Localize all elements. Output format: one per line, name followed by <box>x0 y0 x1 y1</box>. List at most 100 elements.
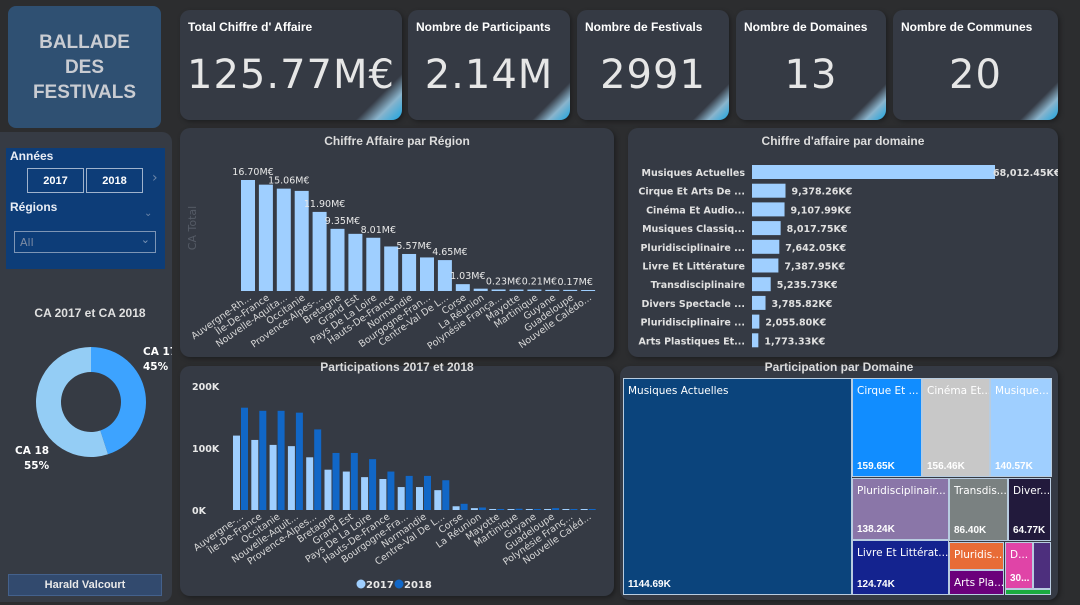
bar-2017 <box>507 509 515 510</box>
tile-label: Livre Et Littérat... <box>857 547 949 559</box>
bar-2018 <box>424 475 431 510</box>
data-label: 4.65M€ <box>432 247 467 258</box>
user-name-button[interactable]: Harald Valcourt <box>8 574 162 596</box>
bar <box>312 211 327 291</box>
bar <box>752 277 771 292</box>
data-label: 11.90M€ <box>304 199 345 210</box>
bar-2017 <box>489 509 497 510</box>
category-label: Transdisciplinaire <box>651 280 745 291</box>
treemap-tile[interactable]: Cinéma Et... 156.46K <box>922 378 990 477</box>
data-label: 8,017.75K€ <box>787 224 848 235</box>
treemap-tile[interactable]: D... 30... <box>1005 542 1033 589</box>
kpi-total-ca: Total Chiffre d' Affaire 125.77M€ <box>180 10 402 120</box>
bar-2018 <box>552 508 560 510</box>
bar <box>420 257 434 291</box>
data-label: 7,387.95K€ <box>784 262 845 273</box>
data-label: 1,773.33K€ <box>764 336 825 347</box>
category-label: Cirque Et Arts De ... <box>638 187 745 198</box>
bar <box>545 289 560 291</box>
bar-2017 <box>287 446 295 510</box>
treemap-tile[interactable]: Pluridis... <box>949 542 1004 570</box>
kpi-title: Nombre de Participants <box>416 20 551 34</box>
tile-value: 159.65K <box>857 461 895 472</box>
chart-title: Chiffre d'affaire par domaine <box>761 134 925 148</box>
bar-2017 <box>397 487 405 510</box>
treemap-tile[interactable]: Pluridisciplinair... 138.24K <box>852 478 949 540</box>
kpi-value: 2.14M <box>424 52 554 98</box>
bar-2018 <box>369 459 377 510</box>
slice-label: CA 18 <box>15 445 49 457</box>
bar-2018 <box>259 410 267 510</box>
year-2018-button[interactable]: 2018 <box>86 168 143 193</box>
treemap-tile[interactable] <box>1005 589 1051 595</box>
treemap-tile[interactable]: Diver... 64.77K <box>1008 478 1051 541</box>
bar-2017 <box>470 508 478 510</box>
tile-label: Diver... <box>1013 485 1051 497</box>
participations-chart: Participations 2017 et 2018 0K 100K 200K Au… <box>180 360 614 596</box>
bar-2017 <box>233 435 240 510</box>
bar-2018 <box>497 509 505 510</box>
treemap-tile[interactable]: Musiques Actuelles 1144.69K <box>623 378 852 595</box>
chevron-down-icon[interactable]: ⌄ <box>144 208 153 219</box>
y-tick-label: 100K <box>192 444 220 455</box>
bar <box>527 289 542 291</box>
bar <box>752 239 780 254</box>
category-label: Divers Spectacle ... <box>641 299 745 310</box>
treemap-tile[interactable]: Cirque Et ... 159.65K <box>852 378 922 477</box>
bar-2017 <box>269 444 277 510</box>
tile-label: Arts Pla... <box>954 577 1004 589</box>
tile-value: 30... <box>1010 573 1030 584</box>
kpi-festivals: Nombre de Festivals 2991 <box>577 10 729 120</box>
kpi-value: 20 <box>949 52 1002 98</box>
data-label: 0.17M€ <box>557 277 592 288</box>
treemap-tile[interactable]: Arts Pla... <box>949 570 1004 595</box>
bar <box>258 184 273 291</box>
bar-2018 <box>387 471 395 510</box>
kpi-title: Nombre de Festivals <box>585 20 703 34</box>
year-2017-button[interactable]: 2017 <box>27 168 84 193</box>
kpi-value: 13 <box>784 52 838 98</box>
bar-2017 <box>544 509 552 510</box>
tile-label: Cinéma Et... <box>927 385 990 397</box>
bar <box>752 295 766 310</box>
bar-2017 <box>379 479 387 510</box>
data-label: 1.03M€ <box>450 271 485 282</box>
bar-2017 <box>342 471 350 510</box>
donut-chart: CA 17 45% CA 18 55% <box>15 346 172 472</box>
treemap-tile[interactable]: Livre Et Littérat... 124.74K <box>852 540 949 595</box>
bar <box>294 190 309 291</box>
treemap-tile[interactable] <box>1033 542 1051 589</box>
bar <box>437 260 452 291</box>
tile-value: 138.24K <box>857 524 895 535</box>
bar-2017 <box>580 509 588 510</box>
bar-2018 <box>405 475 413 510</box>
chevron-right-icon[interactable]: › <box>152 170 158 186</box>
kpi-title: Nombre de Communes <box>901 20 1033 34</box>
chart-title: Participation par Domaine <box>764 360 914 374</box>
legend-marker <box>394 579 404 589</box>
kpi-participants: Nombre de Participants 2.14M <box>408 10 570 120</box>
tile-value: 140.57K <box>995 461 1033 472</box>
regions-dropdown[interactable]: All ⌄ <box>14 231 156 253</box>
category-label: Pluridisciplinaire ... <box>640 243 745 254</box>
bar-2017 <box>525 509 533 510</box>
bar-2017 <box>452 506 460 510</box>
treemap-tile[interactable]: Transdis... 86.40K <box>949 478 1008 541</box>
category-label: Musiques Actuelles <box>642 168 746 179</box>
tile-label: Pluridis... <box>954 549 1003 561</box>
kpi-value: 125.77M€ <box>187 52 395 98</box>
data-label: 68,012.45K€ <box>993 168 1058 179</box>
y-axis-label: CA Total <box>186 206 199 250</box>
chart-title: Participations 2017 et 2018 <box>320 360 474 374</box>
treemap-tile[interactable]: Musique... 140.57K <box>990 378 1052 477</box>
app-logo: BALLADE DES FESTIVALS <box>8 6 161 128</box>
tile-label: D... <box>1010 549 1029 561</box>
regions-label: Régions <box>10 200 58 214</box>
bar <box>752 258 779 273</box>
category-label: Livre Et Littérature <box>642 262 745 273</box>
category-label: Musiques Classiq... <box>642 224 745 235</box>
data-label: 7,642.05K€ <box>785 243 846 254</box>
regions-value: All <box>20 236 34 249</box>
tile-value: 156.46K <box>927 461 965 472</box>
tile-label: Transdis... <box>954 485 1007 497</box>
